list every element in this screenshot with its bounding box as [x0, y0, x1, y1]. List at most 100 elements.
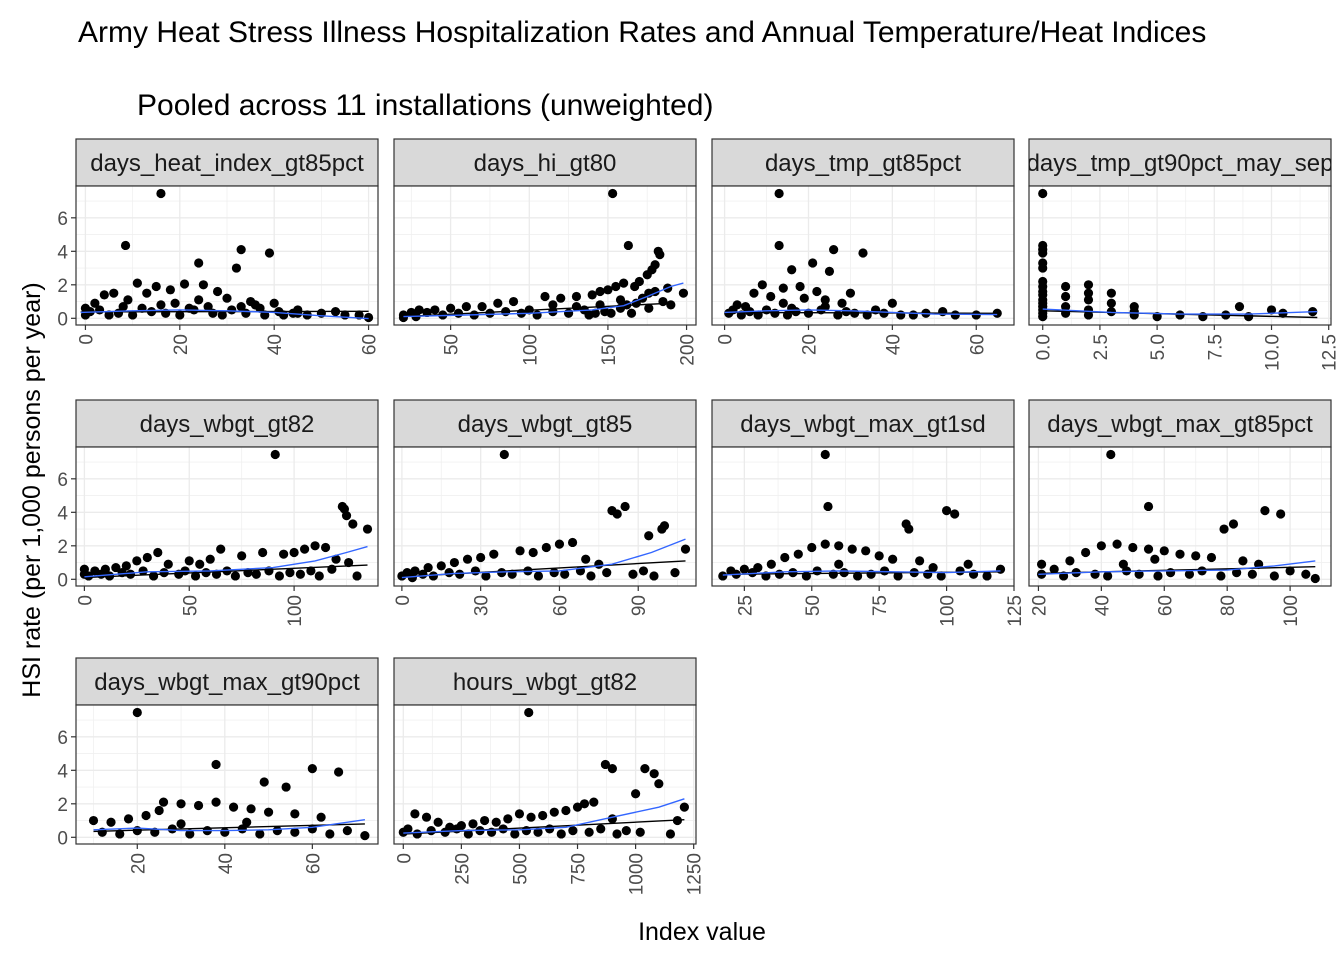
- data-layer: [88, 707, 370, 841]
- data-point: [607, 764, 617, 774]
- data-point: [858, 248, 868, 258]
- x-tick-label: 7.5: [1205, 334, 1226, 360]
- data-point: [808, 258, 818, 268]
- y-tick-label: 6: [57, 470, 68, 491]
- data-point: [861, 546, 871, 556]
- data-point: [941, 506, 952, 516]
- facet-strip: [1028, 399, 1332, 448]
- data-point: [132, 556, 142, 566]
- data-point: [314, 571, 324, 581]
- loess-smooth-line: [1042, 308, 1318, 315]
- data-point: [757, 280, 767, 290]
- data-point: [823, 501, 833, 512]
- data-point: [766, 559, 776, 569]
- data-point: [992, 308, 1002, 318]
- data-point: [158, 797, 169, 807]
- data-point: [561, 805, 571, 816]
- data-point: [363, 312, 374, 323]
- data-point: [491, 817, 501, 827]
- data-point: [678, 288, 689, 298]
- data-point: [528, 547, 538, 558]
- x-tick-label: 5.0: [1148, 334, 1169, 360]
- data-point: [955, 566, 965, 576]
- data-point: [106, 817, 116, 827]
- y-tick-label: 2: [57, 795, 68, 816]
- facet-strip-label: days_hi_gt80: [474, 150, 617, 177]
- data-point: [153, 547, 163, 558]
- data-point: [594, 559, 604, 569]
- data-point: [264, 248, 275, 258]
- facet-strip-label: days_tmp_gt85pct: [765, 150, 961, 177]
- data-point: [778, 283, 788, 293]
- data-point: [175, 310, 185, 320]
- data-point: [538, 810, 548, 821]
- data-point: [847, 544, 857, 554]
- data-point: [630, 281, 640, 292]
- x-tick-label: 12.5: [1320, 334, 1341, 371]
- gridlines: [76, 447, 378, 586]
- data-point: [628, 569, 638, 579]
- data-point: [481, 571, 491, 581]
- data-point: [334, 767, 344, 777]
- data-point: [198, 280, 209, 290]
- data-point: [480, 815, 490, 826]
- loess-smooth-line: [84, 545, 368, 578]
- data-point: [1112, 539, 1122, 549]
- y-tick-label: 6: [57, 209, 68, 230]
- data-point: [615, 295, 626, 305]
- data-point: [524, 707, 534, 718]
- data-point: [718, 571, 728, 581]
- data-point: [121, 561, 131, 571]
- data-point: [807, 542, 817, 553]
- data-point: [255, 829, 265, 839]
- panel-border: [75, 446, 379, 587]
- data-point: [1301, 569, 1311, 579]
- facet-strip-label-group: days_wbgt_max_gt1sd: [740, 411, 985, 438]
- data-point: [1106, 298, 1116, 308]
- data-point: [904, 524, 914, 534]
- data-point: [1285, 566, 1295, 576]
- data-point: [611, 281, 621, 292]
- data-point: [115, 829, 125, 839]
- data-point: [499, 449, 509, 460]
- facet-strip-label: hours_wbgt_gt82: [453, 669, 637, 696]
- y-tick-label: 2: [57, 276, 68, 297]
- data-point: [231, 263, 242, 273]
- loess-smooth-line: [722, 570, 1001, 576]
- x-tick-label: 20: [800, 334, 821, 355]
- data-layer: [398, 707, 689, 839]
- data-point: [874, 551, 884, 561]
- data-point: [1049, 564, 1059, 574]
- facet-panel-days_wbgt_gt82: days_wbgt_gt82 0 2 4 6 0 50 100: [57, 399, 379, 627]
- data-point: [1038, 188, 1048, 199]
- data-point: [739, 564, 749, 574]
- data-point: [352, 571, 362, 581]
- y-tick-label: 4: [57, 761, 68, 782]
- data-point: [109, 288, 119, 298]
- linear-fit-line: [724, 311, 998, 314]
- data-point: [670, 568, 680, 578]
- data-point: [812, 286, 822, 297]
- data-point: [584, 827, 594, 837]
- data-point: [342, 826, 352, 836]
- data-point: [532, 310, 542, 320]
- data-point: [455, 569, 465, 579]
- data-point: [586, 571, 596, 581]
- data-point: [410, 809, 420, 819]
- y-tick-label: 4: [57, 242, 68, 263]
- data-point: [1096, 541, 1106, 551]
- data-point: [560, 569, 570, 579]
- data-point: [766, 291, 776, 302]
- facet-strip-label-group: hours_wbgt_gt82: [453, 669, 637, 696]
- data-point: [156, 188, 166, 199]
- data-point: [463, 829, 473, 839]
- data-point: [1153, 571, 1163, 581]
- data-point: [749, 288, 759, 298]
- data-point: [514, 809, 525, 819]
- x-tick-label: 75: [870, 595, 891, 616]
- facet-strip-label: days_wbgt_max_gt85pct: [1047, 411, 1313, 438]
- data-point: [452, 824, 462, 834]
- data-point: [423, 562, 433, 573]
- data-point: [571, 291, 582, 302]
